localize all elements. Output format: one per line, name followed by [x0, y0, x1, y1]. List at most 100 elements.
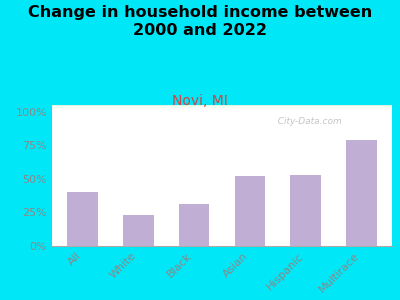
Bar [52, 105, 392, 107]
Bar [52, 106, 392, 107]
Bar [52, 106, 392, 107]
Bar [52, 106, 392, 107]
Bar [52, 106, 392, 108]
Bar [52, 106, 392, 107]
Bar [52, 105, 392, 106]
Bar [52, 106, 392, 108]
Bar [52, 106, 392, 107]
Bar [52, 106, 392, 108]
Bar [346, 140, 377, 246]
Bar [52, 106, 392, 108]
Bar [52, 106, 392, 108]
Bar [52, 106, 392, 107]
Bar [52, 106, 392, 107]
Bar [52, 106, 392, 107]
Bar [52, 105, 392, 107]
Bar [52, 106, 392, 107]
Bar [52, 106, 392, 107]
Bar [52, 106, 392, 107]
Bar [52, 105, 392, 106]
Bar [52, 105, 392, 106]
Bar [52, 106, 392, 108]
Bar [52, 106, 392, 107]
Bar [52, 106, 392, 107]
Bar [52, 106, 392, 107]
Bar [52, 106, 392, 107]
Bar [52, 105, 392, 106]
Bar [52, 106, 392, 107]
Bar [52, 106, 392, 108]
Bar [52, 105, 392, 107]
Bar [52, 105, 392, 106]
Bar [52, 106, 392, 107]
Bar [52, 105, 392, 106]
Bar [52, 105, 392, 106]
Bar [52, 105, 392, 107]
Bar [52, 106, 392, 107]
Bar [52, 105, 392, 106]
Bar [52, 106, 392, 107]
Bar [52, 106, 392, 108]
Bar [52, 106, 392, 107]
Bar [52, 105, 392, 106]
Bar [52, 106, 392, 108]
Bar [52, 106, 392, 107]
Bar [52, 105, 392, 106]
Bar [52, 106, 392, 107]
Bar [52, 106, 392, 107]
Bar [52, 106, 392, 107]
Bar [52, 106, 392, 107]
Bar [52, 105, 392, 107]
Bar [290, 175, 321, 246]
Bar [52, 105, 392, 106]
Bar [52, 106, 392, 107]
Bar [52, 106, 392, 107]
Bar [52, 106, 392, 107]
Bar [52, 105, 392, 107]
Bar [52, 105, 392, 106]
Bar [52, 106, 392, 107]
Bar [52, 106, 392, 107]
Bar [52, 106, 392, 107]
Bar [52, 105, 392, 107]
Bar [52, 106, 392, 107]
Bar [52, 106, 392, 107]
Bar [52, 106, 392, 108]
Bar [52, 106, 392, 107]
Bar [52, 106, 392, 107]
Bar [52, 105, 392, 106]
Bar [52, 105, 392, 107]
Bar [52, 106, 392, 107]
Bar [234, 176, 265, 246]
Bar [52, 106, 392, 108]
Bar [52, 106, 392, 107]
Bar [52, 106, 392, 107]
Bar [52, 106, 392, 108]
Text: Novi, MI: Novi, MI [172, 94, 228, 109]
Bar [52, 105, 392, 106]
Text: City-Data.com: City-Data.com [272, 117, 342, 126]
Bar [52, 106, 392, 107]
Bar [52, 105, 392, 106]
Bar [123, 215, 154, 246]
Bar [52, 106, 392, 107]
Bar [52, 105, 392, 107]
Bar [52, 106, 392, 108]
Bar [52, 106, 392, 108]
Bar [52, 106, 392, 107]
Bar [52, 105, 392, 106]
Bar [52, 105, 392, 107]
Bar [52, 106, 392, 108]
Bar [52, 105, 392, 107]
Bar [52, 106, 392, 107]
Bar [52, 105, 392, 107]
Bar [52, 106, 392, 107]
Bar [52, 106, 392, 108]
Bar [52, 106, 392, 107]
Bar [52, 106, 392, 107]
Bar [179, 204, 210, 246]
Bar [52, 105, 392, 107]
Text: Change in household income between
2000 and 2022: Change in household income between 2000 … [28, 4, 372, 38]
Bar [52, 106, 392, 107]
Bar [52, 106, 392, 107]
